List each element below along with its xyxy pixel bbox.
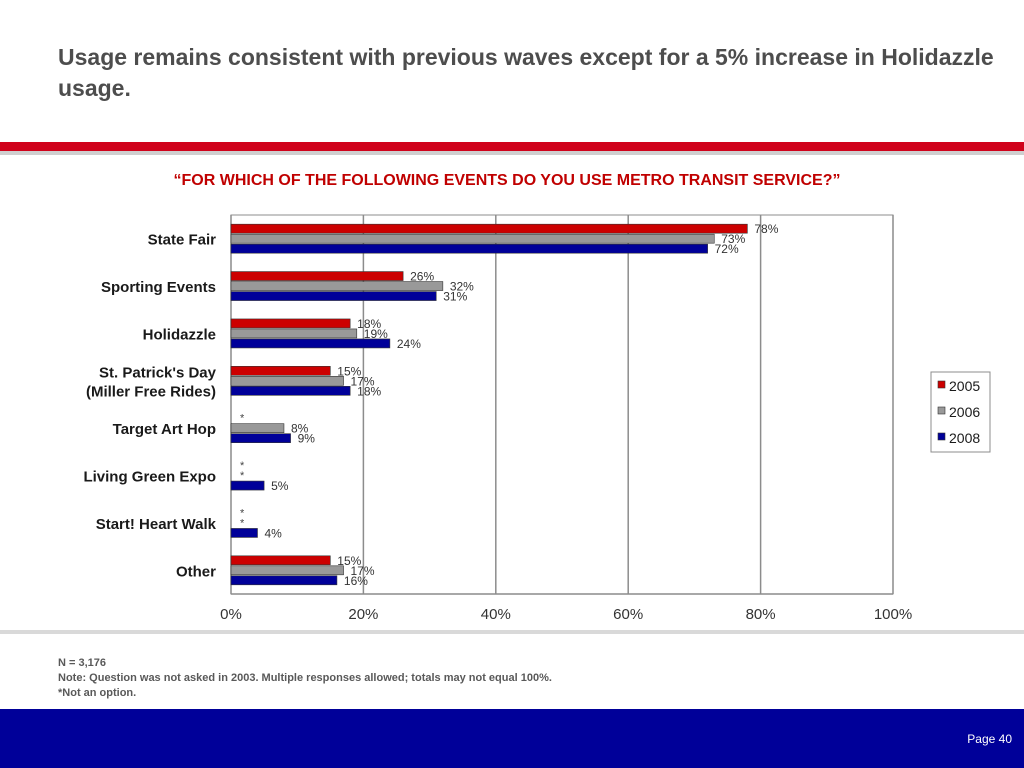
category-label: Holidazzle [143,326,216,343]
footer-divider [0,630,1024,634]
bar-2005 [230,555,331,566]
header-grey-rule [0,151,1024,155]
data-label: 24% [397,337,421,351]
data-label: 5% [271,479,289,493]
data-label: 73% [721,232,745,246]
data-label: 78% [754,222,778,236]
data-label: 17% [351,374,375,388]
x-tick-label: 0% [220,606,242,623]
category-label: State Fair [148,232,217,249]
data-label: 8% [291,422,309,436]
bar-2008 [230,386,351,396]
data-label: 16% [344,574,368,588]
legend-swatch-2005 [937,380,946,389]
legend-swatch-2008 [937,432,946,441]
event-usage-bar-chart: 0% 20% 40% 60% 80% 100% State Fair 78% 73%72% Spo… [83,214,991,623]
bar-2006 [230,565,344,576]
category-label: Other [176,563,216,580]
data-label: 31% [443,290,467,304]
x-tick-label: 80% [746,606,776,623]
data-label: 4% [264,526,282,540]
x-tick-label: 40% [481,606,511,623]
data-label: 19% [364,327,388,341]
x-tick-label: 60% [613,606,643,623]
bar-2008 [230,243,708,254]
data-label: 15% [337,364,361,378]
slide-headline: Usage remains consistent with previous w… [58,44,994,101]
bar-2006 [230,423,285,433]
bar-2008 [230,433,291,443]
legend-label: 2006 [949,404,980,420]
bar-2005 [230,366,331,376]
page-number: Page 40 [967,732,1012,746]
category-label: (Miller Free Rides) [86,383,216,400]
category-label: Living Green Expo [83,469,216,486]
bar-2008 [230,338,391,349]
data-label: 72% [715,242,739,256]
data-label: 18% [357,317,381,331]
not-option-marker: * [240,507,245,519]
category-label: Start! Heart Walk [96,516,217,533]
bar-2008 [230,528,258,538]
category-label: Sporting Events [101,279,216,296]
survey-question: “FOR WHICH OF THE FOLLOWING EVENTS DO YO… [173,172,841,189]
not-option-marker: * [240,413,245,425]
x-tick-label: 100% [874,606,912,623]
x-tick-label: 20% [348,606,378,623]
footer-bar: Page 40 [0,709,1024,768]
data-label: 17% [351,564,375,578]
legend-label: 2005 [949,378,980,394]
bar-2006 [230,376,344,386]
methodology-note: Note: Question was not asked in 2003. Mu… [58,672,552,684]
data-label: 15% [337,554,361,568]
sample-size-note: N = 3,176 [58,657,107,669]
data-label: 18% [357,384,381,398]
not-option-note: *Not an option. [58,687,137,699]
bar-2008 [230,480,265,491]
not-option-marker: * [240,517,245,529]
bar-2006 [230,233,715,244]
legend-label: 2008 [949,430,980,446]
data-label: 26% [410,270,434,284]
not-option-marker: * [240,470,245,482]
chart-notes: N = 3,176 Note: Question was not asked i… [58,656,552,701]
bar-2005 [230,318,351,329]
category-label: Target Art Hop [113,421,216,438]
legend-swatch-2006 [937,406,946,415]
header-red-rule [0,142,1024,151]
bar-2006 [230,328,358,339]
bar-2008 [230,575,338,586]
bar-2008 [230,291,437,301]
bar-2005 [230,223,748,234]
data-label: 32% [450,280,474,294]
not-option-marker: * [240,460,245,472]
bar-2006 [230,281,444,291]
category-label: St. Patrick's Day [99,364,217,381]
data-label: 9% [298,432,316,446]
bar-2005 [230,271,404,281]
